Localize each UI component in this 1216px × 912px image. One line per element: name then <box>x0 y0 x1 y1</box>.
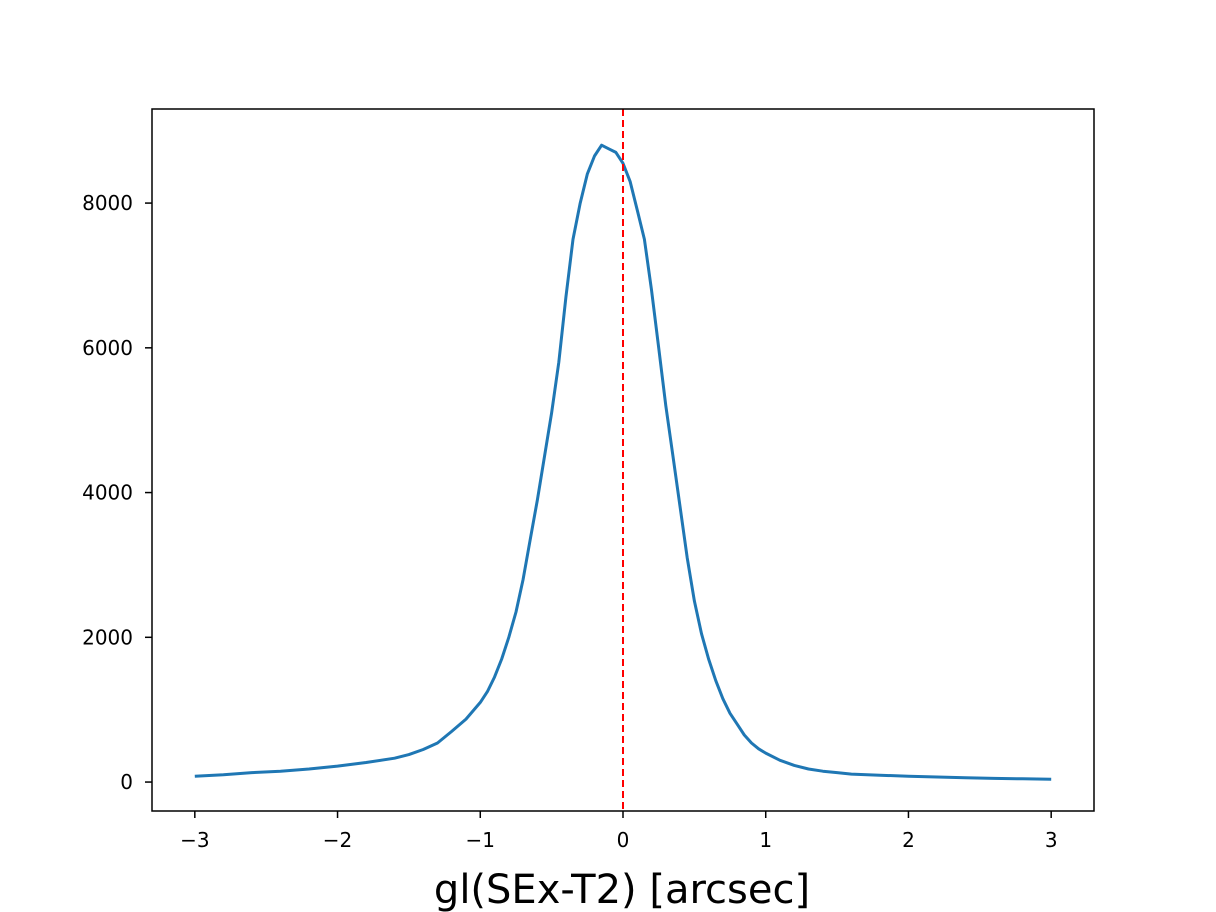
y-axis: 0 2000 4000 6000 8000 <box>82 191 152 794</box>
x-tick-label: −2 <box>323 828 352 852</box>
x-tick-label: 0 <box>617 828 630 852</box>
series-line-0 <box>194 143 1052 781</box>
x-axis-label: gl(SEx-T2) [arcsec] <box>434 867 810 912</box>
x-axis: −3 −2 −1 0 1 2 3 <box>180 811 1058 852</box>
y-tick-label: 0 <box>120 770 133 794</box>
x-tick-label: −1 <box>466 828 495 852</box>
y-tick-label: 8000 <box>82 191 133 215</box>
x-tick-label: −3 <box>180 828 209 852</box>
x-tick-label: 2 <box>902 828 915 852</box>
plot-area <box>151 108 1095 812</box>
x-tick-label: 3 <box>1045 828 1058 852</box>
y-tick-label: 6000 <box>82 336 133 360</box>
y-tick-label: 2000 <box>82 625 133 649</box>
x-tick-label: 1 <box>759 828 772 852</box>
y-tick-label: 4000 <box>82 481 133 505</box>
